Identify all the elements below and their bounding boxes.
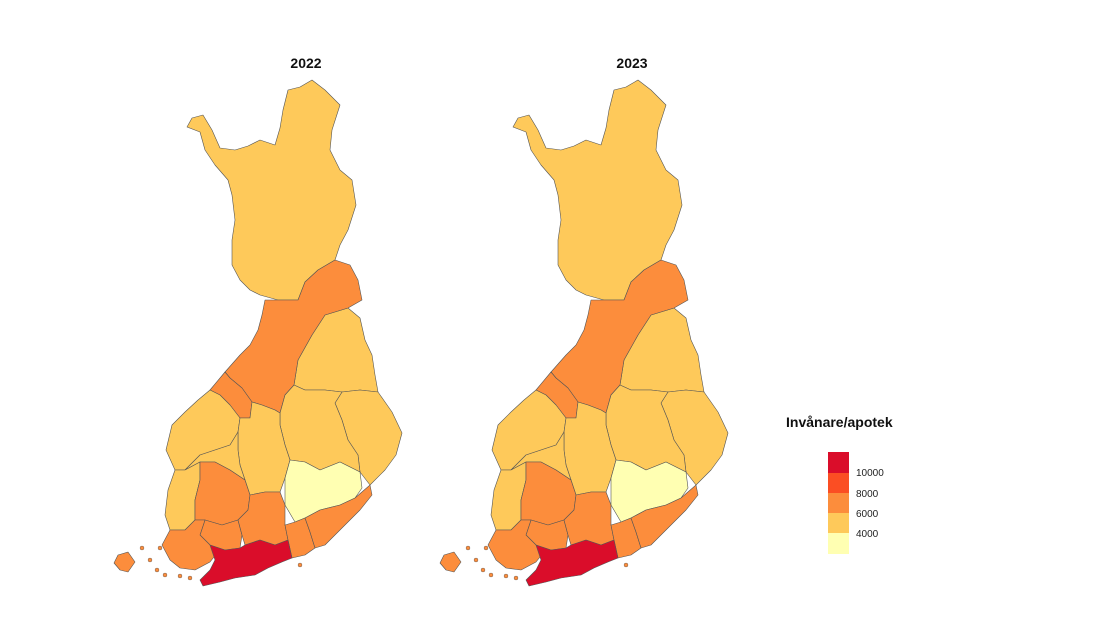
legend-swatch-4000 (828, 513, 849, 534)
islet (483, 545, 489, 551)
islet (297, 562, 303, 568)
region-lapland (186, 79, 357, 301)
legend-title: Invånare/apotek (786, 414, 893, 430)
legend-swatch-6000 (828, 493, 849, 514)
legend-swatch-low (828, 533, 849, 554)
islet (147, 557, 153, 563)
legend-swatch-8000 (828, 473, 849, 494)
islet (157, 545, 163, 551)
islet (623, 562, 629, 568)
map-title-2023: 2023 (616, 55, 648, 71)
legend-label-10000: 10000 (856, 468, 884, 479)
map-2023 (439, 79, 729, 587)
islet (480, 567, 486, 573)
legend-swatch-10000 (828, 452, 849, 473)
region-aland (439, 551, 462, 573)
islet (503, 573, 509, 579)
region-south-karelia (630, 484, 699, 549)
region-lapland (512, 79, 683, 301)
legend-label-8000: 8000 (856, 489, 879, 500)
region-uusimaa (199, 539, 293, 587)
map-title-2022: 2022 (290, 55, 322, 71)
islet (465, 545, 471, 551)
region-south-karelia (304, 484, 373, 549)
islet (154, 567, 160, 573)
legend-label-4000: 4000 (856, 529, 879, 540)
legend-label-6000: 6000 (856, 509, 879, 520)
map-2022 (113, 79, 403, 587)
islet (187, 575, 193, 581)
islet (177, 573, 183, 579)
region-uusimaa (525, 539, 619, 587)
region-aland (113, 551, 136, 573)
islet (513, 575, 519, 581)
islet (139, 545, 145, 551)
islet (162, 572, 168, 578)
islet (473, 557, 479, 563)
islet (488, 572, 494, 578)
